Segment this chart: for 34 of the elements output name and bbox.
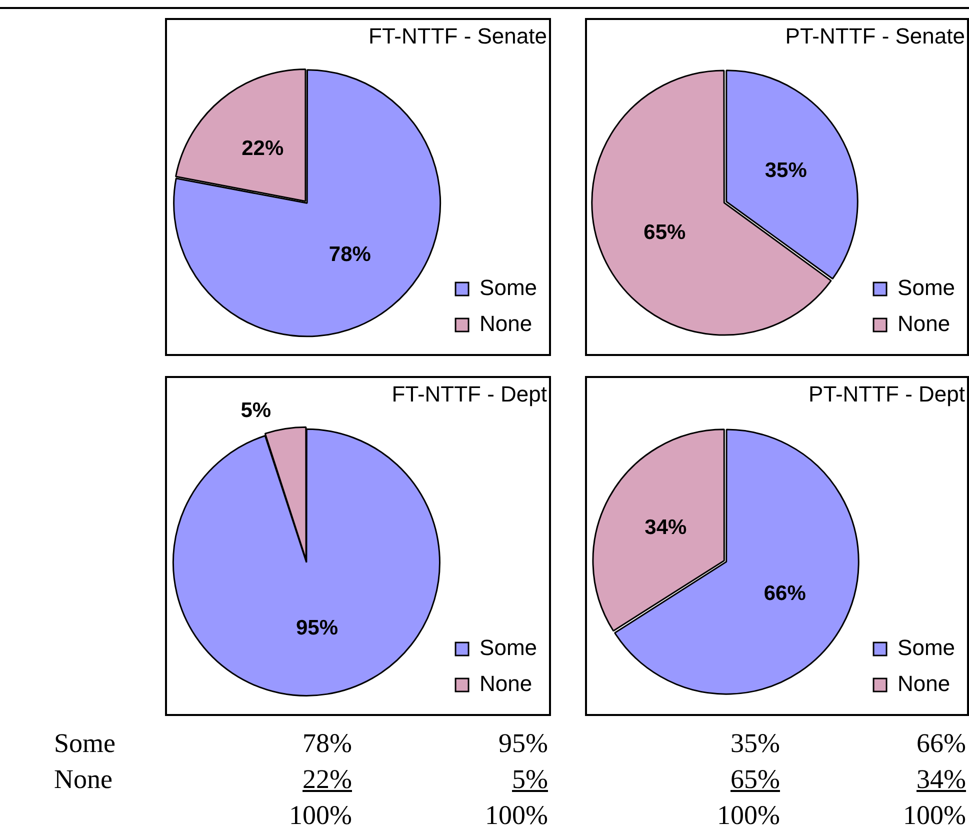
text: 95% (498, 728, 548, 759)
chart-title: PT-NTTF - Senate (785, 23, 965, 48)
text: 100% (903, 800, 966, 831)
data-label: 22% (242, 137, 284, 160)
legend-label: Some (898, 635, 956, 660)
legend-label: Some (898, 275, 956, 300)
legend-label: Some (480, 635, 538, 660)
legend-label: None (480, 671, 532, 696)
data-label: 35% (764, 159, 808, 182)
text: None (54, 764, 112, 795)
chart-title: PT-NTTF - Dept (808, 381, 965, 406)
chart-title: FT-NTTF - Senate (368, 23, 547, 48)
data-label: 5% (240, 398, 272, 422)
text: 66% (916, 728, 966, 759)
text: 100% (717, 800, 780, 831)
legend-label: None (898, 311, 950, 336)
legend-label: None (480, 311, 532, 336)
data-label: 66% (764, 582, 806, 605)
text: 5% (512, 764, 548, 795)
text: 34% (916, 764, 966, 795)
text: 35% (730, 728, 780, 759)
data-label: 34% (644, 516, 688, 540)
data-label: 78% (328, 242, 372, 266)
text: 100% (289, 800, 352, 831)
text: 22% (302, 764, 352, 795)
legend-label: None (898, 671, 950, 696)
data-label: 95% (296, 616, 338, 640)
text: 65% (730, 764, 780, 795)
text: 100% (485, 800, 548, 831)
text: Some (54, 728, 116, 759)
chart-title: FT-NTTF - Dept (392, 381, 547, 406)
data-label: 65% (644, 220, 686, 244)
text: 78% (302, 728, 352, 759)
legend-label: Some (480, 275, 538, 300)
